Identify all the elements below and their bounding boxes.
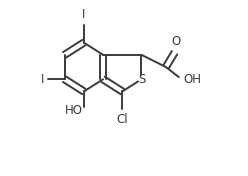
Text: I: I [41, 73, 45, 86]
Text: HO: HO [65, 104, 83, 117]
Text: S: S [138, 73, 145, 86]
Text: Cl: Cl [117, 113, 128, 126]
Text: I: I [82, 8, 86, 21]
Text: O: O [172, 35, 181, 48]
Text: OH: OH [183, 73, 201, 86]
